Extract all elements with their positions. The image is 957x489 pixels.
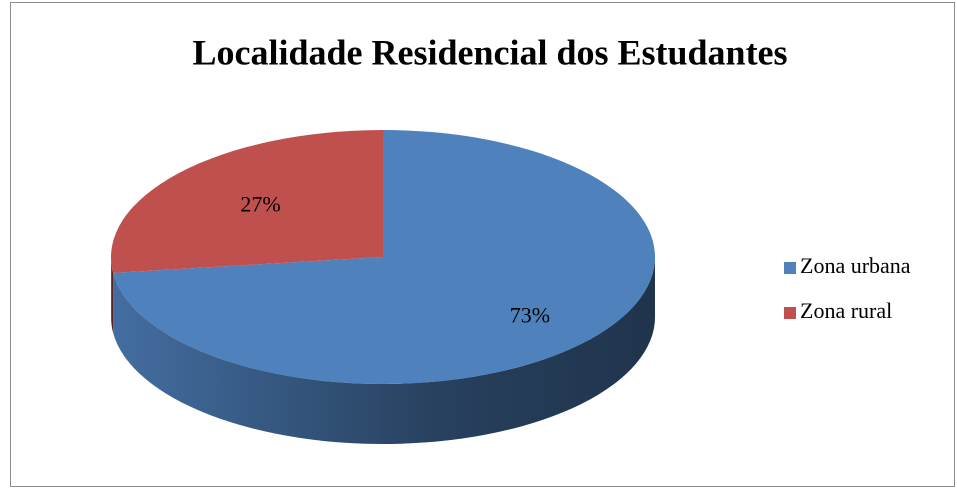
slice bbox=[110, 130, 383, 273]
legend-label: Zona urbana bbox=[800, 253, 911, 278]
slice bbox=[113, 130, 656, 385]
legend-label: Zona rural bbox=[800, 298, 892, 323]
legend-swatch bbox=[784, 262, 796, 274]
side-shade bbox=[113, 257, 656, 445]
chart-title: Localidade Residencial dos Estudantes bbox=[192, 32, 787, 72]
data-label: 27% bbox=[240, 192, 280, 217]
legend-swatch bbox=[784, 307, 796, 319]
side-shade bbox=[111, 257, 114, 333]
data-label: 73% bbox=[510, 303, 550, 328]
